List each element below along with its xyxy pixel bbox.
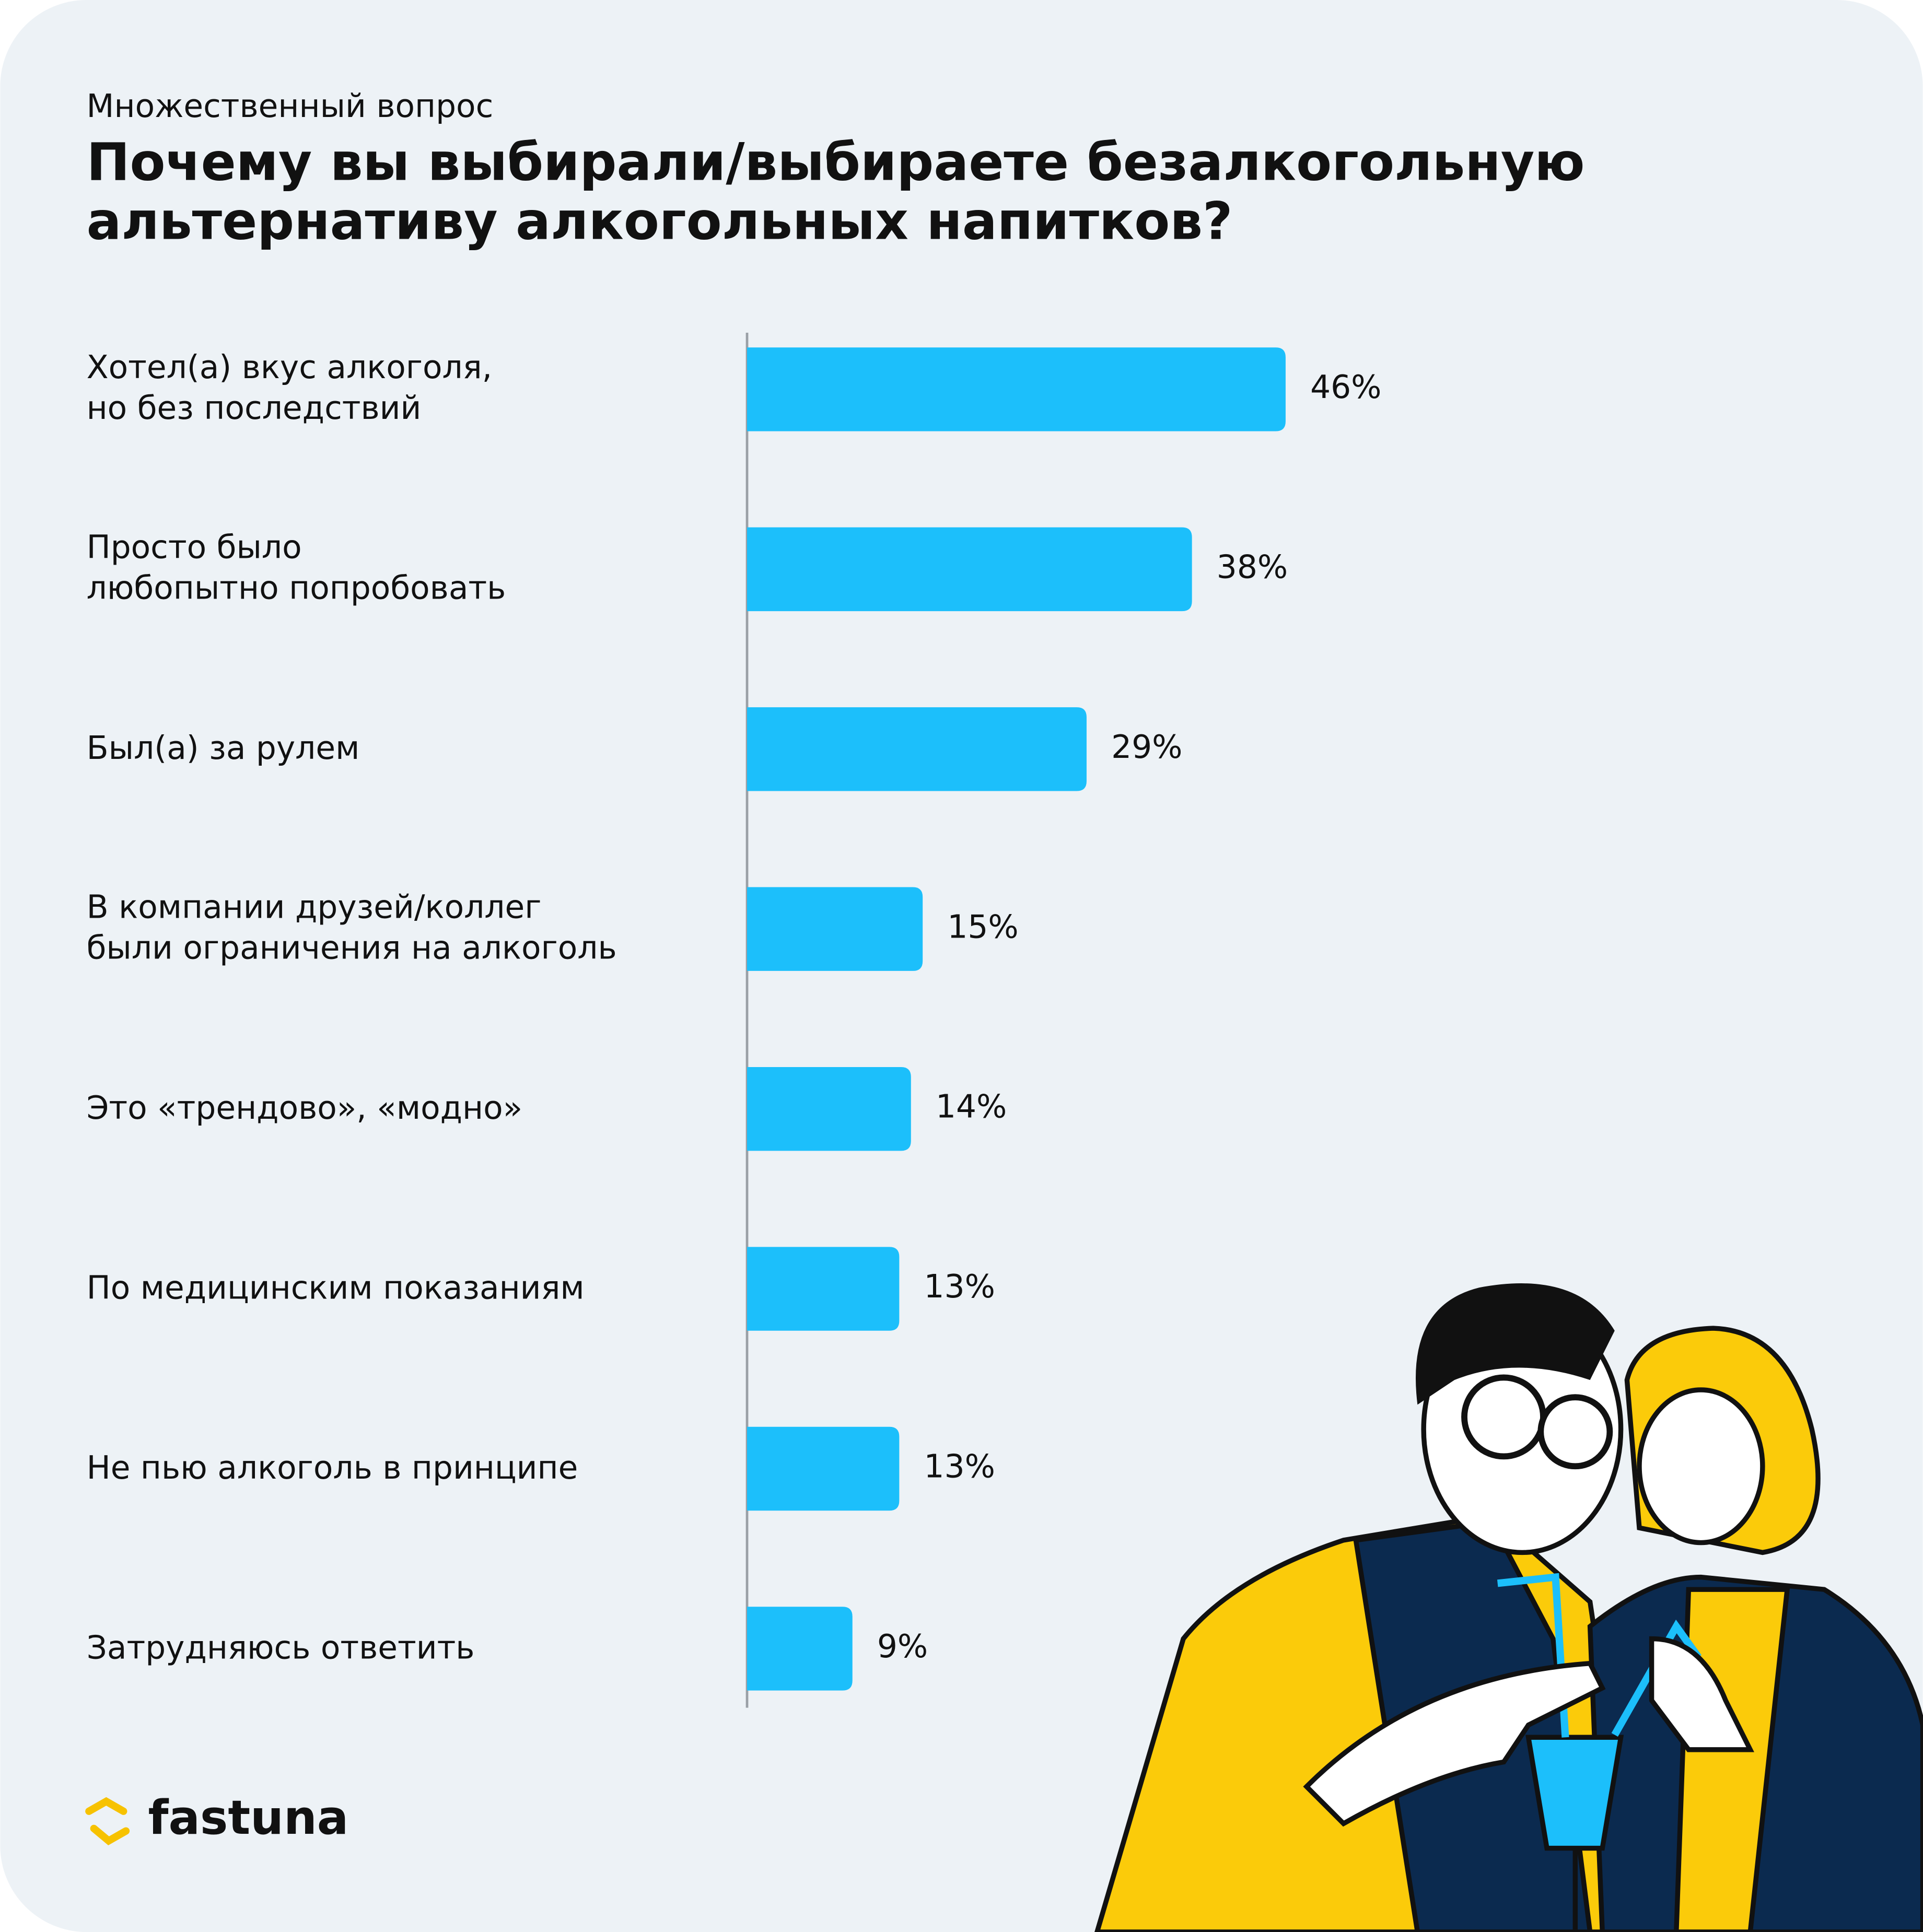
value-label: 29%	[1111, 729, 1182, 766]
category-label: Хотел(а) вкус алкоголя, но без последств…	[86, 349, 493, 428]
category-label: Просто было любопытно попробовать	[86, 530, 506, 608]
value-label: 38%	[1217, 548, 1288, 586]
value-label: 13%	[924, 1268, 995, 1305]
category-box: Просто было любопытно попробовать	[86, 530, 506, 608]
chart-title: Почему вы выбирали/выбираете безалкоголь…	[86, 133, 1585, 252]
category-box: В компании друзей/коллег были ограничени…	[86, 889, 617, 967]
bar	[747, 887, 923, 971]
category-label: Не пью алкоголь в принципе	[86, 1449, 578, 1487]
bar	[747, 1607, 853, 1691]
subtitle: Множественный вопрос	[87, 88, 494, 125]
category-box: Это «трендово», «модно»	[86, 1090, 523, 1127]
brand: fastuna	[148, 1791, 349, 1845]
category-label: В компании друзей/коллег были ограничени…	[86, 889, 617, 967]
value-label: 14%	[936, 1088, 1007, 1126]
category-label: По медицинским показаниям	[86, 1270, 585, 1307]
category-box: Затрудняюсь ответить	[86, 1629, 475, 1667]
illustration	[1094, 1283, 1923, 1932]
bar	[747, 527, 1192, 612]
bar	[747, 347, 1286, 431]
value-label: 13%	[924, 1448, 995, 1485]
category-box: Был(а) за рулем	[86, 730, 360, 767]
bar	[747, 1067, 911, 1151]
bar	[747, 707, 1087, 791]
category-box: Не пью алкоголь в принципе	[86, 1449, 578, 1487]
category-label: Затрудняюсь ответить	[86, 1629, 475, 1667]
category-label: Был(а) за рулем	[86, 730, 360, 767]
category-box: Хотел(а) вкус алкоголя, но без последств…	[86, 349, 493, 428]
title-box: Почему вы выбирали/выбираете безалкоголь…	[86, 133, 1585, 252]
value-label: 46%	[1310, 369, 1381, 406]
category-box: По медицинским показаниям	[86, 1270, 585, 1307]
bar	[747, 1247, 900, 1331]
bar	[747, 1426, 900, 1511]
value-label: 15%	[947, 908, 1018, 945]
category-label: Это «трендово», «модно»	[86, 1090, 523, 1127]
value-label: 9%	[877, 1628, 928, 1665]
logo: fastuna	[85, 1791, 349, 1845]
